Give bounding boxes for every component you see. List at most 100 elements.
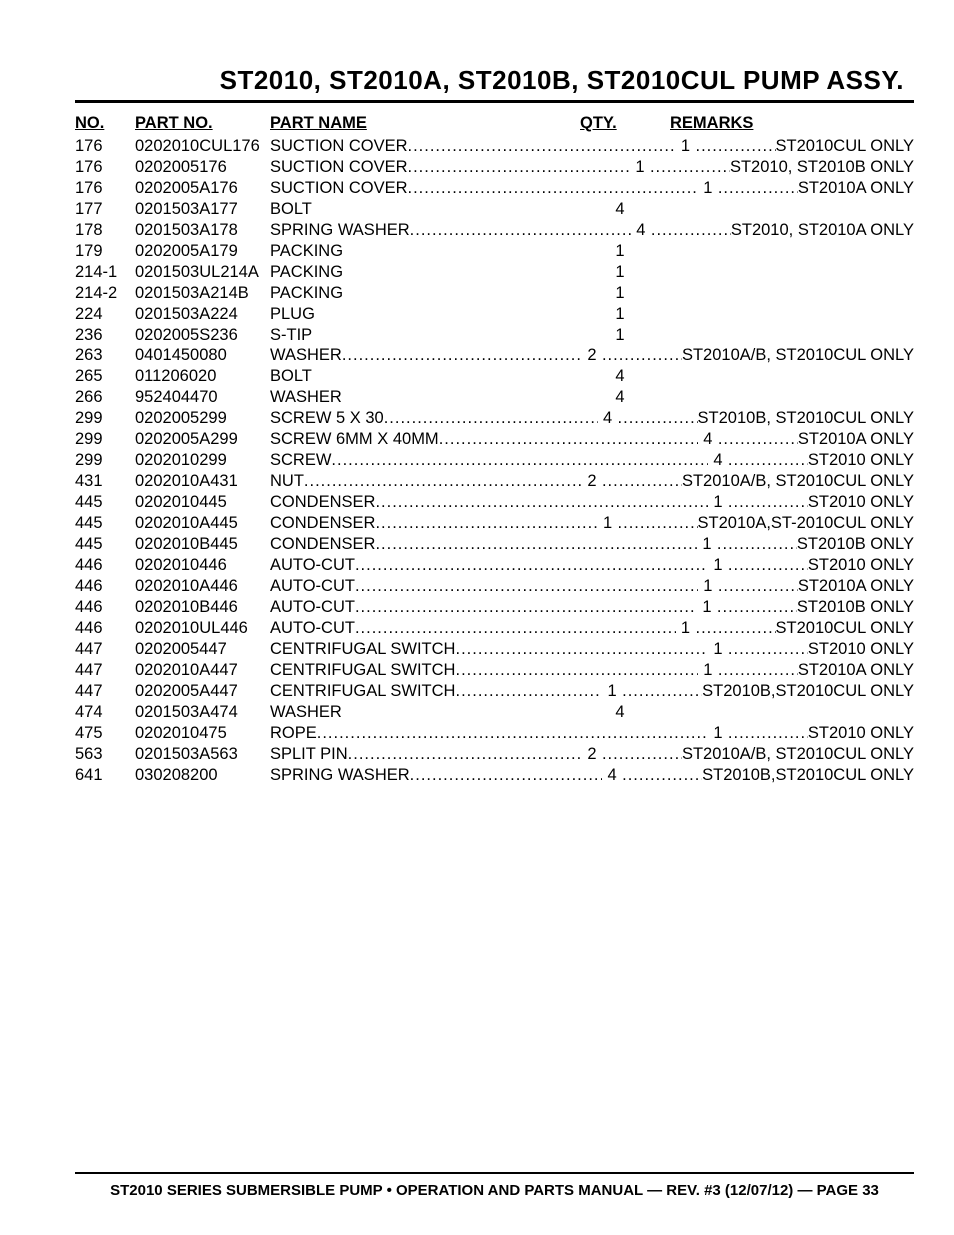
cell-qty: 4: [698, 429, 718, 450]
table-row: 4470202010A447CENTRIFUGAL SWITCH 1ST2010…: [75, 660, 914, 681]
cell-no: 641: [75, 765, 135, 786]
table-row: 2990202005299SCREW 5 X 304ST2010B, ST201…: [75, 408, 914, 429]
cell-qty: 4: [708, 450, 728, 471]
table-row: 4310202010A431NUT2ST2010A/B, ST2010CUL O…: [75, 471, 914, 492]
cell-part-no: 0202010A445: [135, 513, 270, 534]
cell-no: 447: [75, 639, 135, 660]
cell-part-name: PACKING: [270, 241, 610, 262]
cell-qty: 1: [698, 660, 718, 681]
cell-no: 299: [75, 450, 135, 471]
cell-no: 176: [75, 136, 135, 157]
cell-part-name: AUTO-CUT: [270, 576, 355, 597]
dot-leader: [718, 660, 798, 681]
cell-part-name: PACKING: [270, 262, 610, 283]
cell-part-no: 0202005447: [135, 639, 270, 660]
cell-part-no: 030208200: [135, 765, 270, 786]
dot-leader: [728, 639, 808, 660]
table-row: 214-20201503A214BPACKING1: [75, 283, 914, 304]
header-no: NO.: [75, 113, 135, 134]
cell-no: 563: [75, 744, 135, 765]
cell-qty: 1: [698, 576, 718, 597]
cell-qty: 1: [698, 178, 718, 199]
cell-part-no: 0202010A447: [135, 660, 270, 681]
cell-no: 445: [75, 534, 135, 555]
cell-no: 263: [75, 345, 135, 366]
cell-qty: 4: [598, 408, 618, 429]
dot-leader: [408, 157, 630, 178]
cell-part-no: 0202010A431: [135, 471, 270, 492]
cell-remarks: ST2010B ONLY: [797, 597, 914, 618]
table-row: 4460202010UL446AUTO-CUT1ST2010CUL ONLY: [75, 618, 914, 639]
table-row: 641030208200SPRING WASHER4ST2010B,ST2010…: [75, 765, 914, 786]
footer-text: ST2010 SERIES SUBMERSIBLE PUMP • OPERATI…: [75, 1182, 914, 1199]
cell-no: 446: [75, 618, 135, 639]
cell-part-name: CENTRIFUGAL SWITCH: [270, 681, 455, 702]
cell-qty: 1: [676, 136, 696, 157]
footer-rule: [75, 1172, 914, 1174]
cell-no: 176: [75, 157, 135, 178]
dot-leader: [717, 534, 797, 555]
table-row: 2240201503A224PLUG1: [75, 304, 914, 325]
cell-remarks: ST2010A ONLY: [798, 429, 914, 450]
table-row: 265011206020BOLT4: [75, 366, 914, 387]
cell-part-no: 0202010CUL176: [135, 136, 270, 157]
cell-qty: 1: [630, 157, 650, 178]
dot-leader: [410, 765, 602, 786]
cell-part-name: WASHER: [270, 345, 342, 366]
cell-remarks: ST2010, ST2010B ONLY: [730, 157, 914, 178]
cell-part-name: WASHER: [270, 702, 610, 723]
dot-leader: [410, 220, 631, 241]
cell-part-name: SPRING WASHER: [270, 765, 410, 786]
cell-remarks: ST2010CUL ONLY: [776, 136, 914, 157]
dot-leader: [650, 157, 730, 178]
cell-remarks: ST2010A/B, ST2010CUL ONLY: [682, 471, 914, 492]
cell-no: 446: [75, 555, 135, 576]
table-row: 5630201503A563SPLIT PIN2ST2010A/B, ST201…: [75, 744, 914, 765]
dot-leader: [728, 723, 808, 744]
cell-no: 447: [75, 681, 135, 702]
table-row: 1790202005A179PACKING1: [75, 241, 914, 262]
cell-part-no: 011206020: [135, 366, 270, 387]
cell-no: 236: [75, 325, 135, 346]
cell-qty: 4: [631, 220, 651, 241]
dot-leader: [618, 513, 698, 534]
cell-part-name: AUTO-CUT: [270, 618, 355, 639]
cell-qty: 2: [582, 744, 602, 765]
table-row: 4460202010B446AUTO-CUT1ST2010B ONLY: [75, 597, 914, 618]
cell-remarks: ST2010 ONLY: [808, 450, 914, 471]
cell-remarks: ST2010 ONLY: [808, 723, 914, 744]
cell-qty: 1: [708, 639, 728, 660]
cell-part-name: CONDENSER: [270, 513, 375, 534]
cell-part-no: 0202010446: [135, 555, 270, 576]
cell-no: 179: [75, 241, 135, 262]
cell-remarks: ST2010A,ST-2010CUL ONLY: [698, 513, 914, 534]
dot-leader: [602, 345, 682, 366]
cell-no: 266: [75, 387, 135, 408]
cell-qty: 1: [610, 304, 630, 325]
cell-qty: 4: [610, 366, 630, 387]
dot-leader: [355, 618, 676, 639]
cell-part-no: 0202005299: [135, 408, 270, 429]
cell-part-name: AUTO-CUT: [270, 597, 355, 618]
cell-remarks: ST2010B,ST2010CUL ONLY: [702, 765, 914, 786]
dot-leader: [355, 597, 697, 618]
cell-part-name: BOLT: [270, 366, 610, 387]
cell-qty: 1: [708, 492, 728, 513]
cell-no: 446: [75, 576, 135, 597]
dot-leader: [408, 178, 698, 199]
dot-leader: [304, 471, 582, 492]
cell-qty: 1: [697, 597, 717, 618]
dot-leader: [651, 220, 731, 241]
cell-qty: 4: [610, 199, 630, 220]
dot-leader: [728, 492, 808, 513]
table-row: 1770201503A177BOLT4: [75, 199, 914, 220]
cell-qty: 1: [610, 283, 630, 304]
table-row: 266952404470WASHER4: [75, 387, 914, 408]
parts-table: NO. PART NO. PART NAME QTY. REMARKS 1760…: [75, 113, 914, 786]
table-row: 2630401450080WASHER2ST2010A/B, ST2010CUL…: [75, 345, 914, 366]
cell-no: 178: [75, 220, 135, 241]
dot-leader: [718, 429, 798, 450]
dot-leader: [375, 534, 696, 555]
table-row: 4450202010445CONDENSER 1ST2010 ONLY: [75, 492, 914, 513]
table-row: 4450202010A445CONDENSER 1ST2010A,ST-2010…: [75, 513, 914, 534]
